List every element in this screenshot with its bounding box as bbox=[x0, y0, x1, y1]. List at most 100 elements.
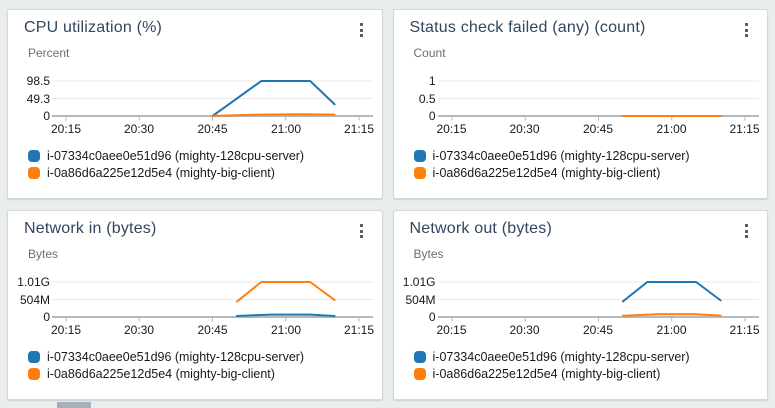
widget-header: Status check failed (any) (count) bbox=[410, 17, 754, 39]
chart-canvas[interactable] bbox=[437, 276, 759, 326]
legend-item[interactable]: i-07334c0aee0e51d96 (mighty-128cpu-serve… bbox=[28, 147, 368, 164]
kebab-dot bbox=[745, 28, 748, 32]
legend-item[interactable]: i-0a86d6a225e12d5e4 (mighty-big-client) bbox=[413, 365, 754, 382]
x-tick-label: 20:45 bbox=[582, 323, 614, 337]
series-color-swatch bbox=[28, 350, 40, 363]
legend-label: i-07334c0aee0e51d96 (mighty-128cpu-serve… bbox=[432, 349, 690, 364]
widget-header: Network out (bytes) bbox=[410, 218, 754, 240]
legend-label: i-0a86d6a225e12d5e4 (mighty-big-client) bbox=[47, 366, 275, 381]
legend-item[interactable]: i-07334c0aee0e51d96 (mighty-128cpu-serve… bbox=[413, 348, 754, 365]
y-tick-label: 49.3 bbox=[26, 91, 50, 106]
legend-item[interactable]: i-07334c0aee0e51d96 (mighty-128cpu-serve… bbox=[28, 348, 368, 365]
legend-label: i-07334c0aee0e51d96 (mighty-128cpu-serve… bbox=[47, 148, 305, 163]
legend-item[interactable]: i-0a86d6a225e12d5e4 (mighty-big-client) bbox=[413, 164, 754, 181]
y-tick-label: 0.5 bbox=[418, 91, 436, 106]
y-tick-label: 1 bbox=[428, 74, 436, 88]
x-tick-label: 20:45 bbox=[582, 122, 614, 136]
series-color-swatch bbox=[28, 149, 40, 162]
partially-visible-widget-edge bbox=[57, 402, 91, 408]
kebab-dot bbox=[745, 229, 748, 233]
x-tick-label: 20:45 bbox=[197, 122, 228, 136]
y-tick-label: 504M bbox=[405, 292, 436, 307]
series-color-swatch bbox=[28, 166, 40, 179]
y-tick-label: 0 bbox=[428, 109, 436, 123]
chart-canvas[interactable] bbox=[52, 276, 373, 326]
widget-title: Status check failed (any) (count) bbox=[409, 19, 646, 36]
widget-network-out: Network out (bytes) Bytes 1.01G 504M 0 2… bbox=[392, 210, 768, 400]
kebab-dot bbox=[359, 224, 363, 227]
y-tick-label: 0 bbox=[43, 310, 50, 324]
legend-item[interactable]: i-0a86d6a225e12d5e4 (mighty-big-client) bbox=[28, 164, 368, 181]
y-tick-label: 0 bbox=[43, 109, 50, 123]
widget-title: Network out (bytes) bbox=[409, 220, 553, 237]
chart-area: 98.5 49.3 0 20:15 20:30 20:45 21:00 21:1… bbox=[24, 74, 374, 139]
kebab-dot bbox=[745, 34, 748, 37]
kebab-menu-icon[interactable] bbox=[740, 222, 753, 240]
legend-label: i-0a86d6a225e12d5e4 (mighty-big-client) bbox=[432, 165, 661, 180]
chart-area: 1.01G 504M 0 20:15 20:30 20:45 21:00 21:… bbox=[17, 275, 374, 340]
widget-header: CPU utilization (%) bbox=[24, 17, 368, 39]
x-tick-label: 21:15 bbox=[729, 323, 760, 337]
x-tick-label: 20:15 bbox=[436, 323, 467, 337]
y-axis-unit-label: Percent bbox=[28, 46, 70, 60]
y-tick-label: 1.01G bbox=[402, 275, 436, 289]
y-tick-label: 98.5 bbox=[26, 74, 50, 88]
x-tick-label: 20:30 bbox=[509, 122, 540, 136]
x-tick-label: 20:30 bbox=[123, 122, 155, 136]
kebab-dot bbox=[359, 235, 363, 238]
y-axis-unit-label: Bytes bbox=[413, 247, 444, 261]
legend-label: i-0a86d6a225e12d5e4 (mighty-big-client) bbox=[432, 366, 661, 381]
x-tick-label: 20:30 bbox=[123, 323, 155, 337]
kebab-menu-icon[interactable] bbox=[355, 222, 368, 240]
y-axis-unit-label: Count bbox=[413, 46, 446, 60]
x-tick-label: 20:30 bbox=[509, 323, 540, 337]
legend-label: i-07334c0aee0e51d96 (mighty-128cpu-serve… bbox=[47, 349, 305, 364]
widget-network-in: Network in (bytes) Bytes 1.01G 504M 0 20… bbox=[7, 210, 383, 400]
x-tick-label: 21:00 bbox=[270, 122, 302, 136]
chart-canvas[interactable] bbox=[52, 75, 373, 125]
series-color-swatch bbox=[413, 166, 426, 179]
legend-label: i-07334c0aee0e51d96 (mighty-128cpu-serve… bbox=[432, 148, 690, 163]
widget-status-check-failed: Status check failed (any) (count) Count … bbox=[392, 9, 768, 199]
series-color-swatch bbox=[28, 367, 40, 380]
x-tick-label: 21:00 bbox=[656, 323, 687, 337]
kebab-dot bbox=[359, 28, 363, 32]
chart-legend: i-07334c0aee0e51d96 (mighty-128cpu-serve… bbox=[28, 147, 368, 181]
legend-item[interactable]: i-0a86d6a225e12d5e4 (mighty-big-client) bbox=[28, 365, 368, 382]
x-tick-label: 21:00 bbox=[270, 323, 302, 337]
legend-label: i-0a86d6a225e12d5e4 (mighty-big-client) bbox=[47, 165, 275, 180]
widget-cpu-utilization: CPU utilization (%) Percent 98.5 49.3 0 … bbox=[7, 9, 383, 199]
legend-item[interactable]: i-07334c0aee0e51d96 (mighty-128cpu-serve… bbox=[413, 147, 754, 164]
x-tick-label: 21:15 bbox=[729, 122, 760, 136]
y-tick-label: 504M bbox=[19, 292, 50, 307]
x-tick-label: 20:15 bbox=[50, 323, 82, 337]
x-tick-label: 21:15 bbox=[343, 323, 375, 337]
x-tick-label: 20:15 bbox=[436, 122, 467, 136]
widget-header: Network in (bytes) bbox=[24, 218, 368, 240]
kebab-dot bbox=[745, 224, 748, 227]
chart-legend: i-07334c0aee0e51d96 (mighty-128cpu-serve… bbox=[413, 348, 754, 382]
x-tick-label: 20:15 bbox=[50, 122, 82, 136]
chart-canvas[interactable] bbox=[437, 75, 759, 125]
chart-legend: i-07334c0aee0e51d96 (mighty-128cpu-serve… bbox=[413, 147, 754, 181]
y-axis-unit-label: Bytes bbox=[28, 247, 59, 261]
series-color-swatch bbox=[413, 367, 426, 380]
widget-title: Network in (bytes) bbox=[24, 220, 157, 237]
x-tick-label: 20:45 bbox=[197, 323, 228, 337]
kebab-dot bbox=[359, 34, 363, 37]
kebab-dot bbox=[745, 23, 748, 26]
series-color-swatch bbox=[413, 149, 426, 162]
series-color-swatch bbox=[413, 350, 426, 363]
chart-legend: i-07334c0aee0e51d96 (mighty-128cpu-serve… bbox=[28, 348, 368, 382]
y-tick-label: 0 bbox=[428, 310, 436, 324]
kebab-dot bbox=[745, 235, 748, 238]
x-tick-label: 21:15 bbox=[343, 122, 375, 136]
kebab-menu-icon[interactable] bbox=[740, 21, 753, 39]
chart-area: 1 0.5 0 20:15 20:30 20:45 21:00 21:15 bbox=[410, 74, 760, 139]
chart-area: 1.01G 504M 0 20:15 20:30 20:45 21:00 21:… bbox=[403, 275, 760, 340]
kebab-menu-icon[interactable] bbox=[355, 21, 368, 39]
x-tick-label: 21:00 bbox=[656, 122, 687, 136]
kebab-dot bbox=[359, 23, 363, 26]
widget-title: CPU utilization (%) bbox=[24, 19, 163, 36]
